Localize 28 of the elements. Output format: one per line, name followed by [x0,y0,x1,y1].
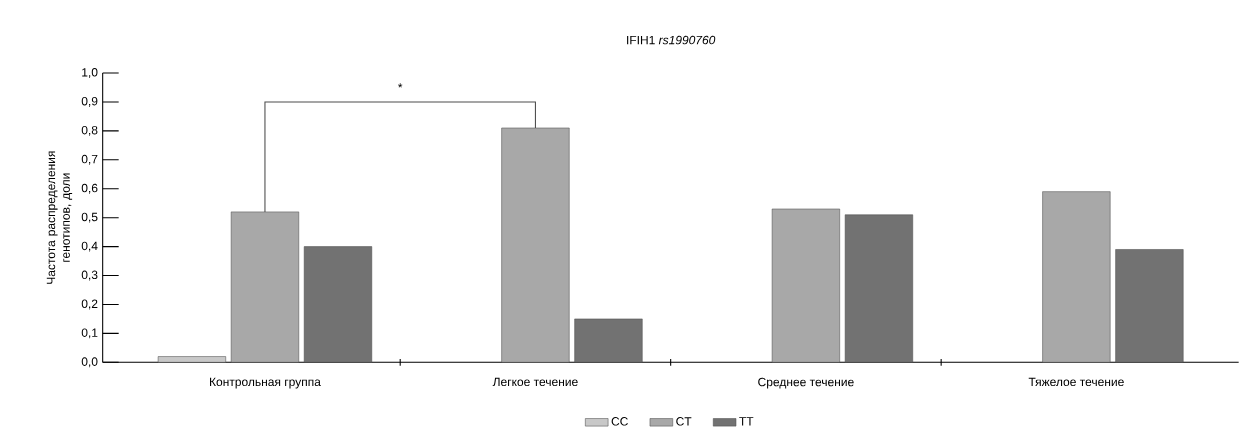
y-tick-label: 0,8 [81,125,98,136]
x-tick-label: Тяжелое течение [1028,377,1124,387]
bar [844,214,914,363]
x-tick-label: Легкое течение [492,377,578,387]
y-tick-label: 0,7 [81,154,98,165]
y-tick-label: 0,0 [81,357,98,368]
y-axis-title: Частота распределения генотипов, доли [46,151,73,284]
y-tick-label: 1,0 [82,68,98,78]
y-tick-label: 0,2 [81,299,98,310]
y-tick-label: 0,9 [81,96,98,107]
y-tick-label: 0,1 [81,328,98,339]
y-tick-label: 0,5 [81,212,98,223]
y-tick-label: 0,6 [81,183,98,194]
bar [1115,249,1184,363]
legend-label: CT [676,417,692,426]
x-tick-label: Контрольная группа [210,377,321,389]
bar [157,356,227,363]
bar [574,318,643,363]
annotation: * [398,83,403,88]
y-tick-label: 0,4 [81,241,98,252]
bar [303,246,373,363]
bar [1042,191,1111,363]
chart-title: IFIH1 rs1990760 [627,35,716,45]
bar [771,208,840,363]
y-tick-label: 0,3 [81,270,98,281]
x-tick-label: Среднее течение [758,377,854,389]
legend-label: CC [611,417,628,426]
legend-label: TT [739,417,754,426]
